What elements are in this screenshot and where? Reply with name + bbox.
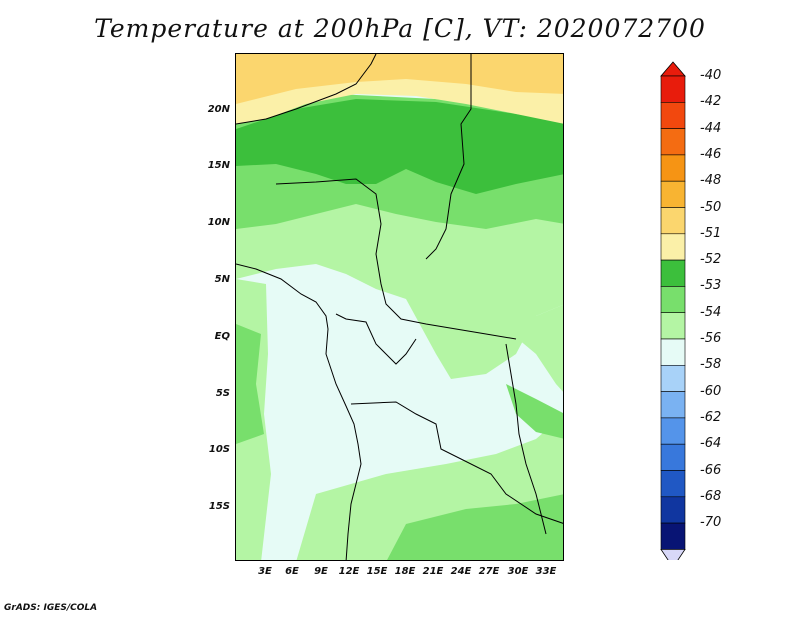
colorbar-tick-label: -66: [700, 462, 722, 478]
lon-label: 6E: [285, 566, 299, 577]
colorbar-swatch: [660, 259, 686, 287]
colorbar-swatch: [660, 286, 686, 313]
colorbar-swatch: [660, 522, 686, 550]
colorbar-swatch: [660, 101, 686, 129]
coastline-west: [236, 263, 362, 560]
border-east-lakes: [505, 343, 547, 535]
lon-label: 3E: [258, 566, 272, 577]
border-north: [236, 54, 377, 125]
colorbar-tick-label: -58: [700, 357, 722, 373]
colorbar-tick-label: -53: [700, 278, 722, 294]
border-central: [275, 178, 517, 340]
contour-region-52-east: [506, 384, 563, 439]
colorbar-tick-label: -60: [700, 383, 722, 399]
colorbar-tick-label: -68: [700, 488, 722, 504]
contour-region-51: [236, 99, 563, 194]
lat-label: 15N: [207, 160, 230, 171]
border-south: [350, 401, 563, 524]
colorbar: [660, 61, 686, 560]
colorbar-swatch: [660, 443, 686, 471]
colorbar-swatch: [660, 338, 686, 366]
lat-label: 10N: [207, 217, 230, 228]
colorbar-tick-label: -64: [700, 436, 722, 452]
colorbar-tick-label: -50: [700, 199, 722, 215]
map-title: Temperature at 200hPa [C], VT: 202007270…: [94, 14, 706, 43]
colorbar-tick-label: -56: [700, 331, 722, 346]
lat-label: 15S: [208, 501, 230, 512]
lon-label: 15E: [366, 566, 388, 577]
temperature-map: [236, 54, 563, 560]
colorbar-swatch: [660, 312, 686, 340]
colorbar-swatch: [660, 128, 686, 156]
lon-label: 21E: [422, 566, 444, 577]
lat-label: 10S: [208, 444, 230, 455]
colorbar-swatch: [660, 417, 686, 445]
colorbar-arrow-bottom: [660, 548, 686, 560]
lon-label: 12E: [338, 566, 360, 577]
colorbar-tick-label: -52: [700, 252, 722, 268]
lon-label: 27E: [478, 566, 500, 577]
colorbar-arrow-top: [660, 61, 686, 77]
lat-label: 5N: [214, 274, 230, 285]
lon-label: 18E: [394, 566, 416, 577]
lon-label: 24E: [450, 566, 472, 577]
colorbar-swatch: [660, 364, 686, 392]
contour-region-48: [236, 54, 563, 104]
border-north-east: [425, 54, 472, 260]
border-lines: [236, 54, 563, 560]
border-inner: [335, 313, 417, 365]
colorbar-swatch: [660, 470, 686, 498]
colorbar-swatch: [660, 233, 686, 261]
lat-label: 5S: [215, 388, 230, 399]
lon-label: 30E: [507, 566, 529, 577]
lat-label: EQ: [214, 331, 230, 342]
lon-label: 33E: [535, 566, 557, 577]
lat-label: 20N: [207, 104, 230, 115]
colorbar-tick-label: -40: [700, 68, 722, 83]
colorbar-swatch: [660, 496, 686, 524]
colorbar-tick-label: -42: [700, 94, 722, 110]
colorbar-tick-label: -70: [700, 515, 722, 531]
colorbar-tick-label: -54: [700, 304, 722, 320]
footer-credit: GrADS: IGES/COLA: [4, 603, 98, 613]
contour-region-52-west: [236, 324, 264, 444]
colorbar-swatch: [660, 207, 686, 235]
map-panel: [235, 53, 564, 561]
colorbar-tick-label: -62: [700, 409, 722, 425]
colorbar-swatch: [660, 75, 686, 103]
colorbar-tick-label: -48: [700, 173, 722, 189]
colorbar-tick-label: -46: [700, 146, 722, 162]
colorbar-swatch: [660, 180, 686, 208]
colorbar-swatch: [660, 154, 686, 182]
contour-region-52-south: [387, 494, 563, 560]
colorbar-tick-label: -44: [700, 120, 722, 136]
lon-label: 9E: [314, 566, 328, 577]
contour-region-53-east: [411, 304, 563, 392]
colorbar-swatch: [660, 391, 686, 419]
colorbar-tick-label: -51: [700, 225, 722, 241]
